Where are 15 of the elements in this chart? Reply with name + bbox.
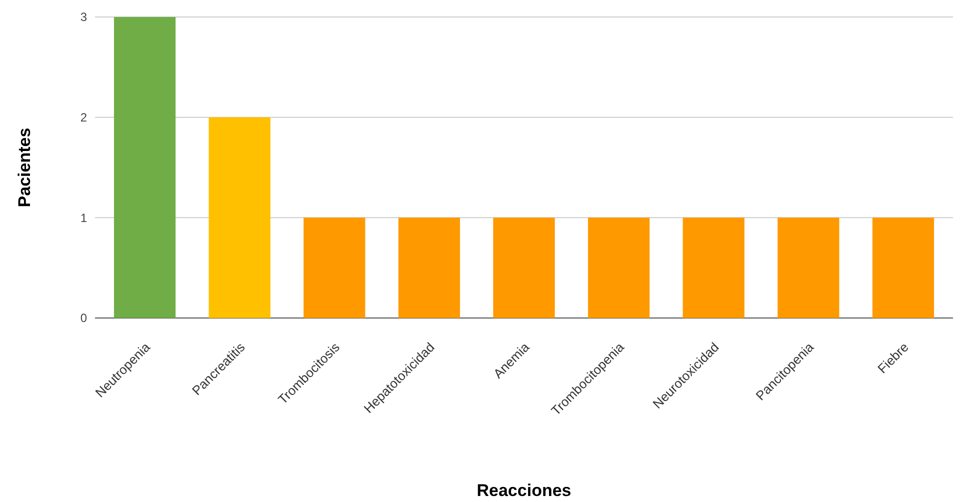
bar [114,17,176,318]
y-tick-label: 2 [80,110,88,125]
bar [208,117,270,318]
y-tick-label: 3 [80,10,88,24]
x-axis-title: Reacciones [476,481,572,500]
y-tick-label: 1 [80,210,88,225]
bar [682,218,744,318]
bar [588,218,650,318]
y-tick-label: 0 [80,311,88,326]
bar [778,218,840,318]
bar [872,218,934,318]
bar [398,218,460,318]
bar [304,218,366,318]
y-axis-title: Pacientes [15,128,34,208]
bar [493,218,555,318]
